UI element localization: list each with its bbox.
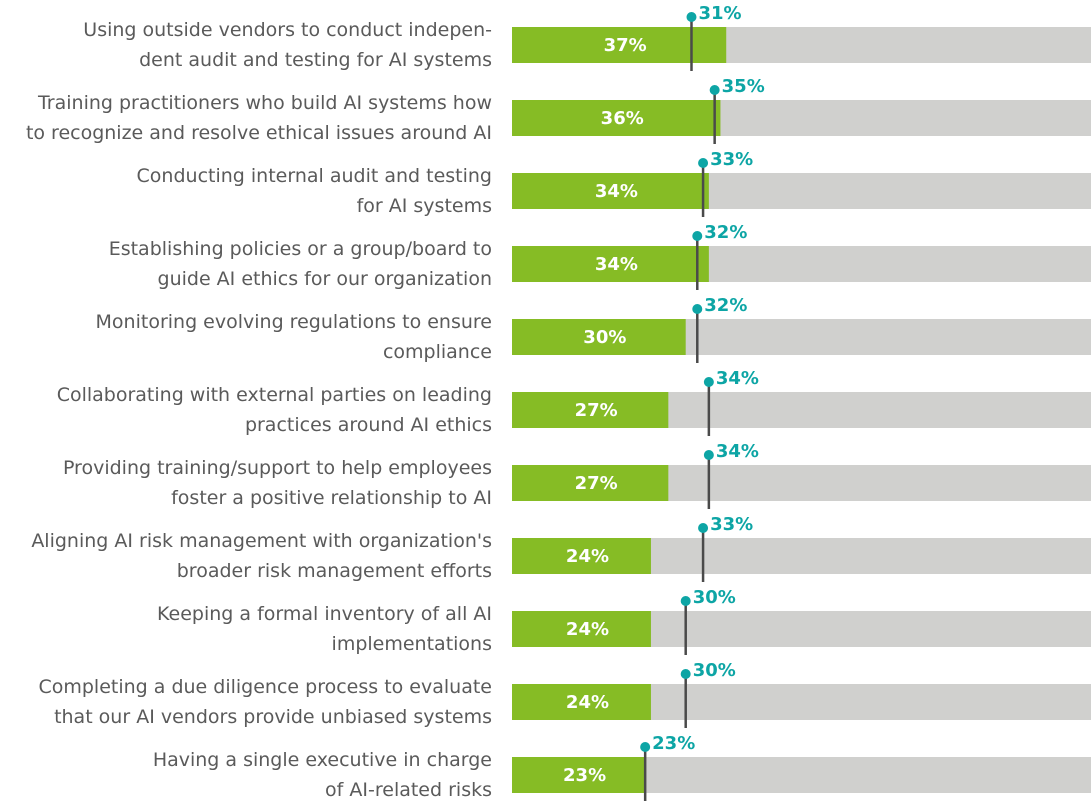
bar (512, 757, 646, 793)
bar-value-label: 24% (566, 692, 609, 713)
marker-dot (680, 596, 691, 606)
category-line: dent audit and testing for AI systems (139, 49, 492, 71)
category-line: Establishing policies or a group/board t… (109, 238, 492, 260)
marker-label: 34% (716, 368, 759, 389)
category-label: Keeping a formal inventory of all AI impl… (157, 603, 492, 655)
category-line: foster a positive relationship to AI (171, 487, 492, 509)
bar-value-label: 24% (566, 546, 609, 567)
category-line: broader risk management efforts (177, 560, 492, 582)
marker-dot (703, 450, 714, 460)
bar-value-label: 34% (595, 254, 638, 275)
category-line: guide AI ethics for our organization (158, 268, 492, 290)
category-label: Completing a due diligence process to ev… (38, 676, 492, 728)
bar (512, 465, 669, 501)
category-label: Conducting internal audit and testing for… (137, 165, 492, 217)
category-line: Keeping a formal inventory of all AI (157, 603, 492, 625)
bar-value-label: 24% (566, 619, 609, 640)
category-line: that our AI vendors provide unbiased sys… (54, 706, 492, 728)
marker-dot (692, 304, 703, 314)
category-line: compliance (383, 341, 492, 363)
marker-label: 30% (693, 587, 736, 608)
bar (512, 611, 651, 647)
category-line: Training practitioners who build AI syst… (37, 92, 492, 114)
category-label: Establishing policies or a group/board t… (109, 238, 492, 290)
bar (512, 100, 721, 136)
category-label: Providing training/support to help emplo… (63, 457, 492, 509)
bar-value-label: 34% (595, 181, 638, 202)
category-label: Collaborating with external parties on l… (57, 384, 492, 436)
marker-label: 31% (698, 3, 741, 24)
bar-value-label: 30% (583, 327, 626, 348)
bar (512, 538, 651, 574)
category-line: Collaborating with external parties on l… (57, 384, 492, 406)
category-line: to recognize and resolve ethical issues … (26, 122, 492, 144)
marker-label: 33% (710, 514, 753, 535)
marker-label: 32% (704, 295, 747, 316)
bar (512, 684, 651, 720)
marker-dot (692, 231, 703, 241)
marker-label: 23% (652, 733, 695, 754)
marker-label: 35% (722, 76, 765, 97)
bar-value-label: 27% (575, 400, 618, 421)
bar (512, 246, 709, 282)
category-line: implementations (332, 633, 492, 655)
category-label: Aligning AI risk management with organiz… (31, 530, 492, 582)
category-line: Providing training/support to help emplo… (63, 457, 492, 479)
category-line: Using outside vendors to conduct indepen… (83, 19, 492, 41)
category-label: Training practitioners who build AI syst… (26, 92, 492, 144)
category-line: of AI-related risks (325, 779, 492, 801)
marker-dot (698, 523, 709, 533)
bar (512, 319, 686, 355)
marker-label: 30% (693, 660, 736, 681)
category-label: Monitoring evolving regulations to ensur… (96, 311, 492, 363)
marker-label: 34% (716, 441, 759, 462)
category-line: practices around AI ethics (245, 414, 492, 436)
marker-dot (640, 742, 651, 752)
bar (512, 392, 669, 428)
category-line: Completing a due diligence process to ev… (38, 676, 492, 698)
marker-label: 33% (710, 149, 753, 170)
bar-value-label: 27% (575, 473, 618, 494)
category-line: for AI systems (357, 195, 492, 217)
marker-dot (680, 669, 691, 679)
category-label: Having a single executive in charge of AI… (153, 749, 492, 801)
marker-dot (698, 158, 709, 168)
bar-value-label: 36% (601, 108, 644, 129)
category-line: Aligning AI risk management with organiz… (31, 530, 492, 552)
marker-dot (686, 12, 697, 22)
category-line: Monitoring evolving regulations to ensur… (96, 311, 492, 333)
category-line: Having a single executive in charge (153, 749, 492, 771)
marker-dot (703, 377, 714, 387)
bar-value-label: 23% (563, 765, 606, 786)
category-line: Conducting internal audit and testing (137, 165, 492, 187)
bar-value-label: 37% (604, 35, 647, 56)
category-label: Using outside vendors to conduct indepen… (83, 19, 492, 71)
bar (512, 173, 709, 209)
marker-label: 32% (704, 222, 747, 243)
marker-dot (709, 85, 720, 95)
